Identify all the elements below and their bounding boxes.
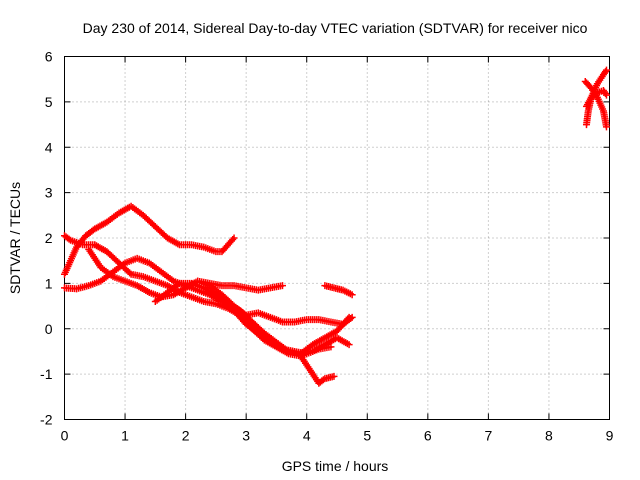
grid-lines: [64, 56, 610, 420]
data-point-marker: [330, 372, 338, 380]
data-point-marker: [279, 282, 286, 290]
series-track-g: [297, 352, 338, 387]
data-point-marker: [229, 236, 237, 244]
y-tick-label: 4: [45, 139, 53, 155]
data-point-marker: [601, 68, 609, 76]
series-track-k: [582, 87, 610, 110]
x-tick-label: 9: [606, 428, 614, 444]
series-track-h: [321, 282, 356, 299]
series-track-d: [85, 245, 356, 328]
x-tick-label: 8: [545, 428, 553, 444]
data-point-marker: [602, 66, 610, 74]
y-tick-label: -1: [40, 366, 53, 382]
data-point-marker: [592, 90, 600, 98]
x-tick-label: 5: [363, 428, 371, 444]
data-point-marker: [344, 315, 352, 323]
x-tick-label: 7: [484, 428, 492, 444]
x-tick-label: 4: [303, 428, 311, 444]
x-tick-label: 2: [182, 428, 190, 444]
series-track-e: [151, 279, 353, 358]
y-tick-label: 2: [45, 230, 53, 246]
series-track-j: [581, 77, 610, 131]
chart-title: Day 230 of 2014, Sidereal Day-to-day VTE…: [83, 20, 588, 36]
data-point-marker: [126, 269, 134, 277]
data-point-marker: [345, 313, 353, 321]
x-tick-label: 6: [424, 428, 432, 444]
data-point-marker: [345, 341, 353, 349]
data-point-marker: [602, 123, 610, 131]
data-point-marker: [601, 90, 609, 98]
x-tick-label: 1: [121, 428, 129, 444]
y-tick-label: 1: [45, 275, 53, 291]
x-tick-label: 3: [242, 428, 250, 444]
series-track-a: [61, 232, 353, 360]
data-point-marker: [602, 91, 610, 99]
y-tick-label: 5: [45, 94, 53, 110]
x-axis-label: GPS time / hours: [282, 458, 389, 474]
data-point-marker: [230, 234, 238, 242]
series-track-f: [194, 277, 286, 294]
y-tick-label: 3: [45, 185, 53, 201]
data-point-marker: [65, 235, 73, 243]
y-tick-label: 6: [45, 49, 53, 65]
y-tick-label: -2: [40, 412, 53, 428]
data-point-marker: [327, 343, 335, 351]
series-track-c: [61, 202, 238, 278]
x-tick-label: 0: [61, 428, 69, 444]
y-tick-label: 0: [45, 321, 53, 337]
y-axis-label: SDTVAR / TECUs: [7, 182, 23, 294]
axis-ticks: 0 1 2 3 4 5 6 7 8 9 -2 -1 0 1 2 3 4 5 6: [40, 49, 614, 444]
data-point-marker: [348, 291, 356, 299]
data-points: [61, 66, 610, 387]
